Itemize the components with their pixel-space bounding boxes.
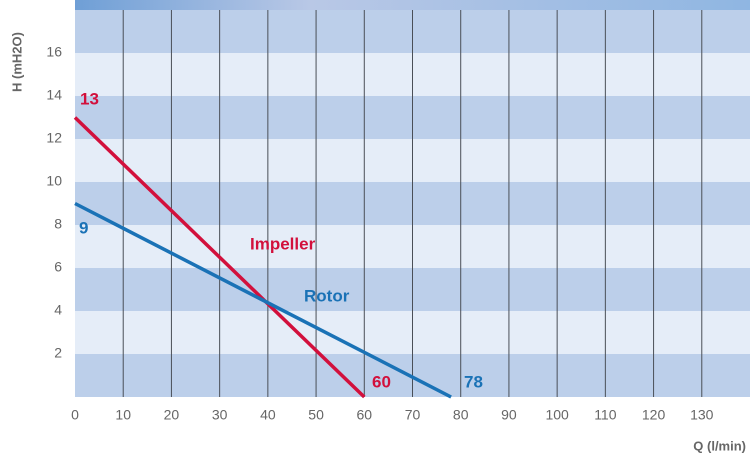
- y-tick-label: 16: [46, 44, 62, 60]
- x-tick-label: 40: [260, 407, 276, 423]
- y-tick-label: 14: [46, 87, 62, 103]
- x-tick-label: 0: [71, 407, 79, 423]
- y-tick-label: 4: [54, 302, 62, 318]
- y-tick-label: 12: [46, 130, 62, 146]
- x-tick-label: 110: [594, 407, 617, 423]
- x-tick-label: 30: [212, 407, 228, 423]
- x-axis-title: Q (l/min): [693, 438, 746, 453]
- x-tick-label: 50: [308, 407, 324, 423]
- x-tick-label: 70: [405, 407, 421, 423]
- y-tick-label: 8: [54, 216, 62, 232]
- y-tick-label: 2: [54, 345, 62, 361]
- rotor-end-label: 78: [464, 372, 483, 391]
- x-tick-label: 120: [642, 407, 666, 423]
- y-tick-label: 6: [54, 259, 62, 275]
- y-axis-title: H (mH2O): [9, 32, 24, 92]
- impeller-start-label: 13: [80, 89, 99, 108]
- x-tick-label: 20: [164, 407, 180, 423]
- impeller-name: Impeller: [250, 234, 316, 253]
- x-tick-label: 60: [356, 407, 372, 423]
- x-tick-label: 90: [501, 407, 517, 423]
- x-tick-label: 130: [690, 407, 714, 423]
- x-tick-label: 10: [115, 407, 131, 423]
- page: {"chart_data": {"type": "line", "x_label…: [0, 0, 750, 457]
- x-tick-label: 100: [545, 407, 569, 423]
- rotor-name: Rotor: [304, 286, 350, 305]
- impeller-end-label: 60: [372, 372, 391, 391]
- rotor-start-label: 9: [79, 218, 88, 237]
- chart: H (mH2O) Q (l/min) 13 9 Impeller Rotor 6…: [0, 0, 750, 457]
- y-tick-label: 10: [46, 173, 62, 189]
- x-tick-label: 80: [453, 407, 469, 423]
